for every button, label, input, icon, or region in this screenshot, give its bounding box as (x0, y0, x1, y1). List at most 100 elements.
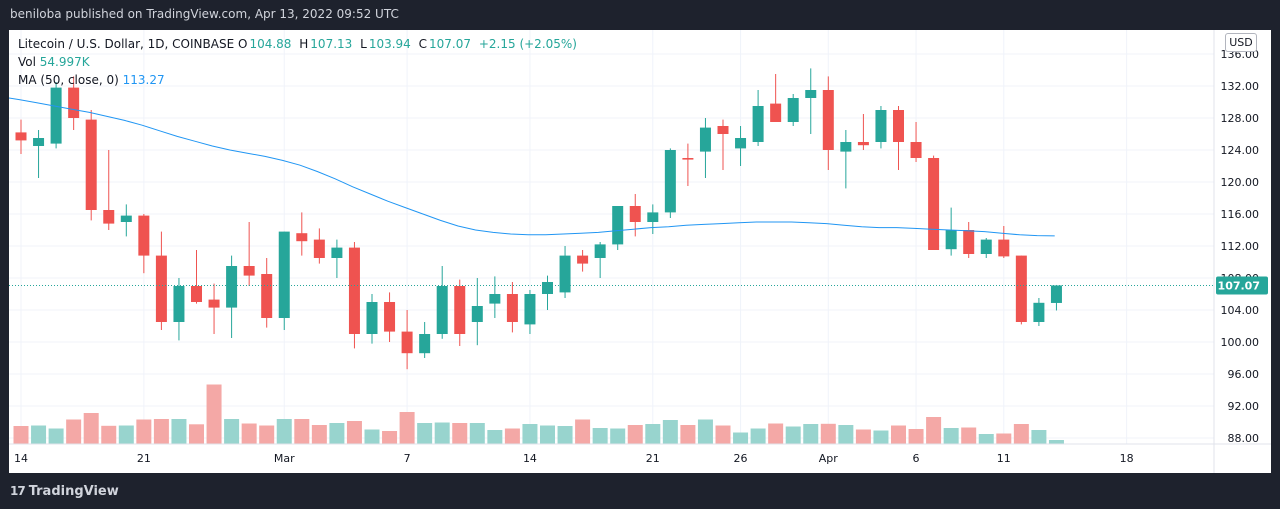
candle-body (208, 299, 220, 308)
volume-bar (557, 426, 573, 444)
volume-bar (978, 434, 994, 444)
candle-body (278, 231, 290, 318)
candle-body (910, 142, 922, 158)
publish-bar: beniloba published on TradingView.com, A… (0, 0, 1280, 30)
price-tick-label: 112.00 (1221, 240, 1260, 253)
time-tick-label: Apr (819, 452, 839, 465)
ma-label[interactable]: MA (50, close, 0) (18, 73, 119, 87)
price-tick-label: 120.00 (1221, 176, 1260, 189)
time-tick-label: 14 (14, 452, 28, 465)
chart-frame[interactable]: 88.0092.0096.00100.00104.00108.00112.001… (9, 30, 1271, 473)
candle-body (489, 294, 501, 304)
open-value: 104.88 (249, 37, 292, 51)
volume-bar (136, 419, 152, 444)
currency-button[interactable]: USD (1225, 33, 1257, 52)
candle-body (191, 286, 202, 302)
time-tick-label: 7 (404, 452, 411, 465)
candle-body (770, 103, 782, 122)
price-tick-label: 96.00 (1228, 368, 1260, 381)
time-tick-label: 6 (913, 452, 920, 465)
volume-value: 54.997K (39, 55, 90, 69)
candle-body (524, 294, 536, 325)
volume-bar (873, 430, 889, 444)
volume-bar (118, 425, 134, 444)
volume-bar (224, 419, 240, 444)
candle-body (138, 215, 150, 256)
candle-body (664, 150, 676, 213)
candle-body (436, 286, 448, 334)
candle-body (155, 255, 167, 322)
tradingview-logo[interactable]: 17 TradingView (10, 484, 119, 499)
volume-bar (750, 428, 766, 444)
candlestick-chart[interactable]: 88.0092.0096.00100.00104.00108.00112.001… (9, 30, 1271, 473)
time-tick-label: 21 (646, 452, 660, 465)
volume-bar (1031, 430, 1047, 444)
candle-body (33, 138, 45, 146)
open-label: O (237, 37, 248, 51)
candle-body (857, 142, 869, 146)
volume-bar (469, 423, 485, 444)
candle-body (366, 302, 378, 334)
volume-bar (399, 412, 415, 444)
time-tick-label: 21 (137, 452, 151, 465)
price-tick-label: 104.00 (1221, 304, 1260, 317)
candle-body (594, 244, 606, 258)
volume-bar (1048, 440, 1064, 444)
volume-bar (101, 425, 117, 444)
tradingview-icon: 17 (10, 484, 26, 498)
candle-body (647, 212, 659, 222)
symbol-title[interactable]: Litecoin / U.S. Dollar, 1D, COINBASE (18, 37, 235, 51)
candle-body (752, 106, 764, 142)
candle-body (296, 233, 308, 242)
candle-body (980, 239, 992, 254)
candle-body (945, 230, 957, 250)
volume-bar (311, 425, 327, 444)
candle-body (313, 239, 325, 258)
price-tick-label: 88.00 (1228, 432, 1260, 445)
volume-bar (48, 428, 64, 444)
candle-body (331, 247, 343, 258)
publish-info: beniloba published on TradingView.com, A… (10, 7, 399, 21)
volume-bar (434, 422, 450, 444)
volume-bar (996, 433, 1012, 444)
time-tick-label: 18 (1120, 452, 1134, 465)
time-tick-label: 11 (997, 452, 1011, 465)
low-value: 103.94 (368, 37, 411, 51)
candle-body (15, 132, 27, 141)
candle-body (559, 255, 571, 293)
volume-bar (715, 425, 731, 444)
price-tick-label: 132.00 (1221, 80, 1260, 93)
candle-body (893, 110, 904, 142)
candle-body (1033, 302, 1045, 322)
volume-bar (522, 424, 538, 444)
volume-bar (364, 429, 380, 444)
last-price-badge (1216, 276, 1268, 295)
volume-bar (627, 425, 643, 444)
candle-body (998, 239, 1010, 257)
candle-body (173, 286, 185, 322)
candle-body (577, 255, 589, 264)
candle-body (401, 331, 413, 354)
volume-bar (697, 419, 713, 444)
candle-body (506, 294, 518, 322)
volume-label: Vol (18, 55, 36, 69)
volume-bar (171, 419, 187, 444)
volume-bar (276, 419, 292, 444)
volume-bar (838, 425, 854, 444)
volume-bar (189, 424, 204, 444)
time-tick-label: Mar (274, 452, 295, 465)
volume-bar (610, 428, 626, 444)
volume-bar (592, 428, 608, 444)
price-tick-label: 128.00 (1221, 112, 1260, 125)
volume-bar (645, 424, 661, 444)
volume-bar (417, 423, 433, 444)
volume-bar (680, 425, 696, 444)
footer: 17 TradingView (0, 473, 1280, 509)
time-tick-label: 14 (523, 452, 537, 465)
low-label: L (360, 37, 367, 51)
candle-body (699, 127, 711, 152)
candle-body (629, 206, 641, 222)
volume-bar (329, 423, 345, 444)
time-tick-label: 26 (734, 452, 748, 465)
candle-body (717, 126, 729, 134)
